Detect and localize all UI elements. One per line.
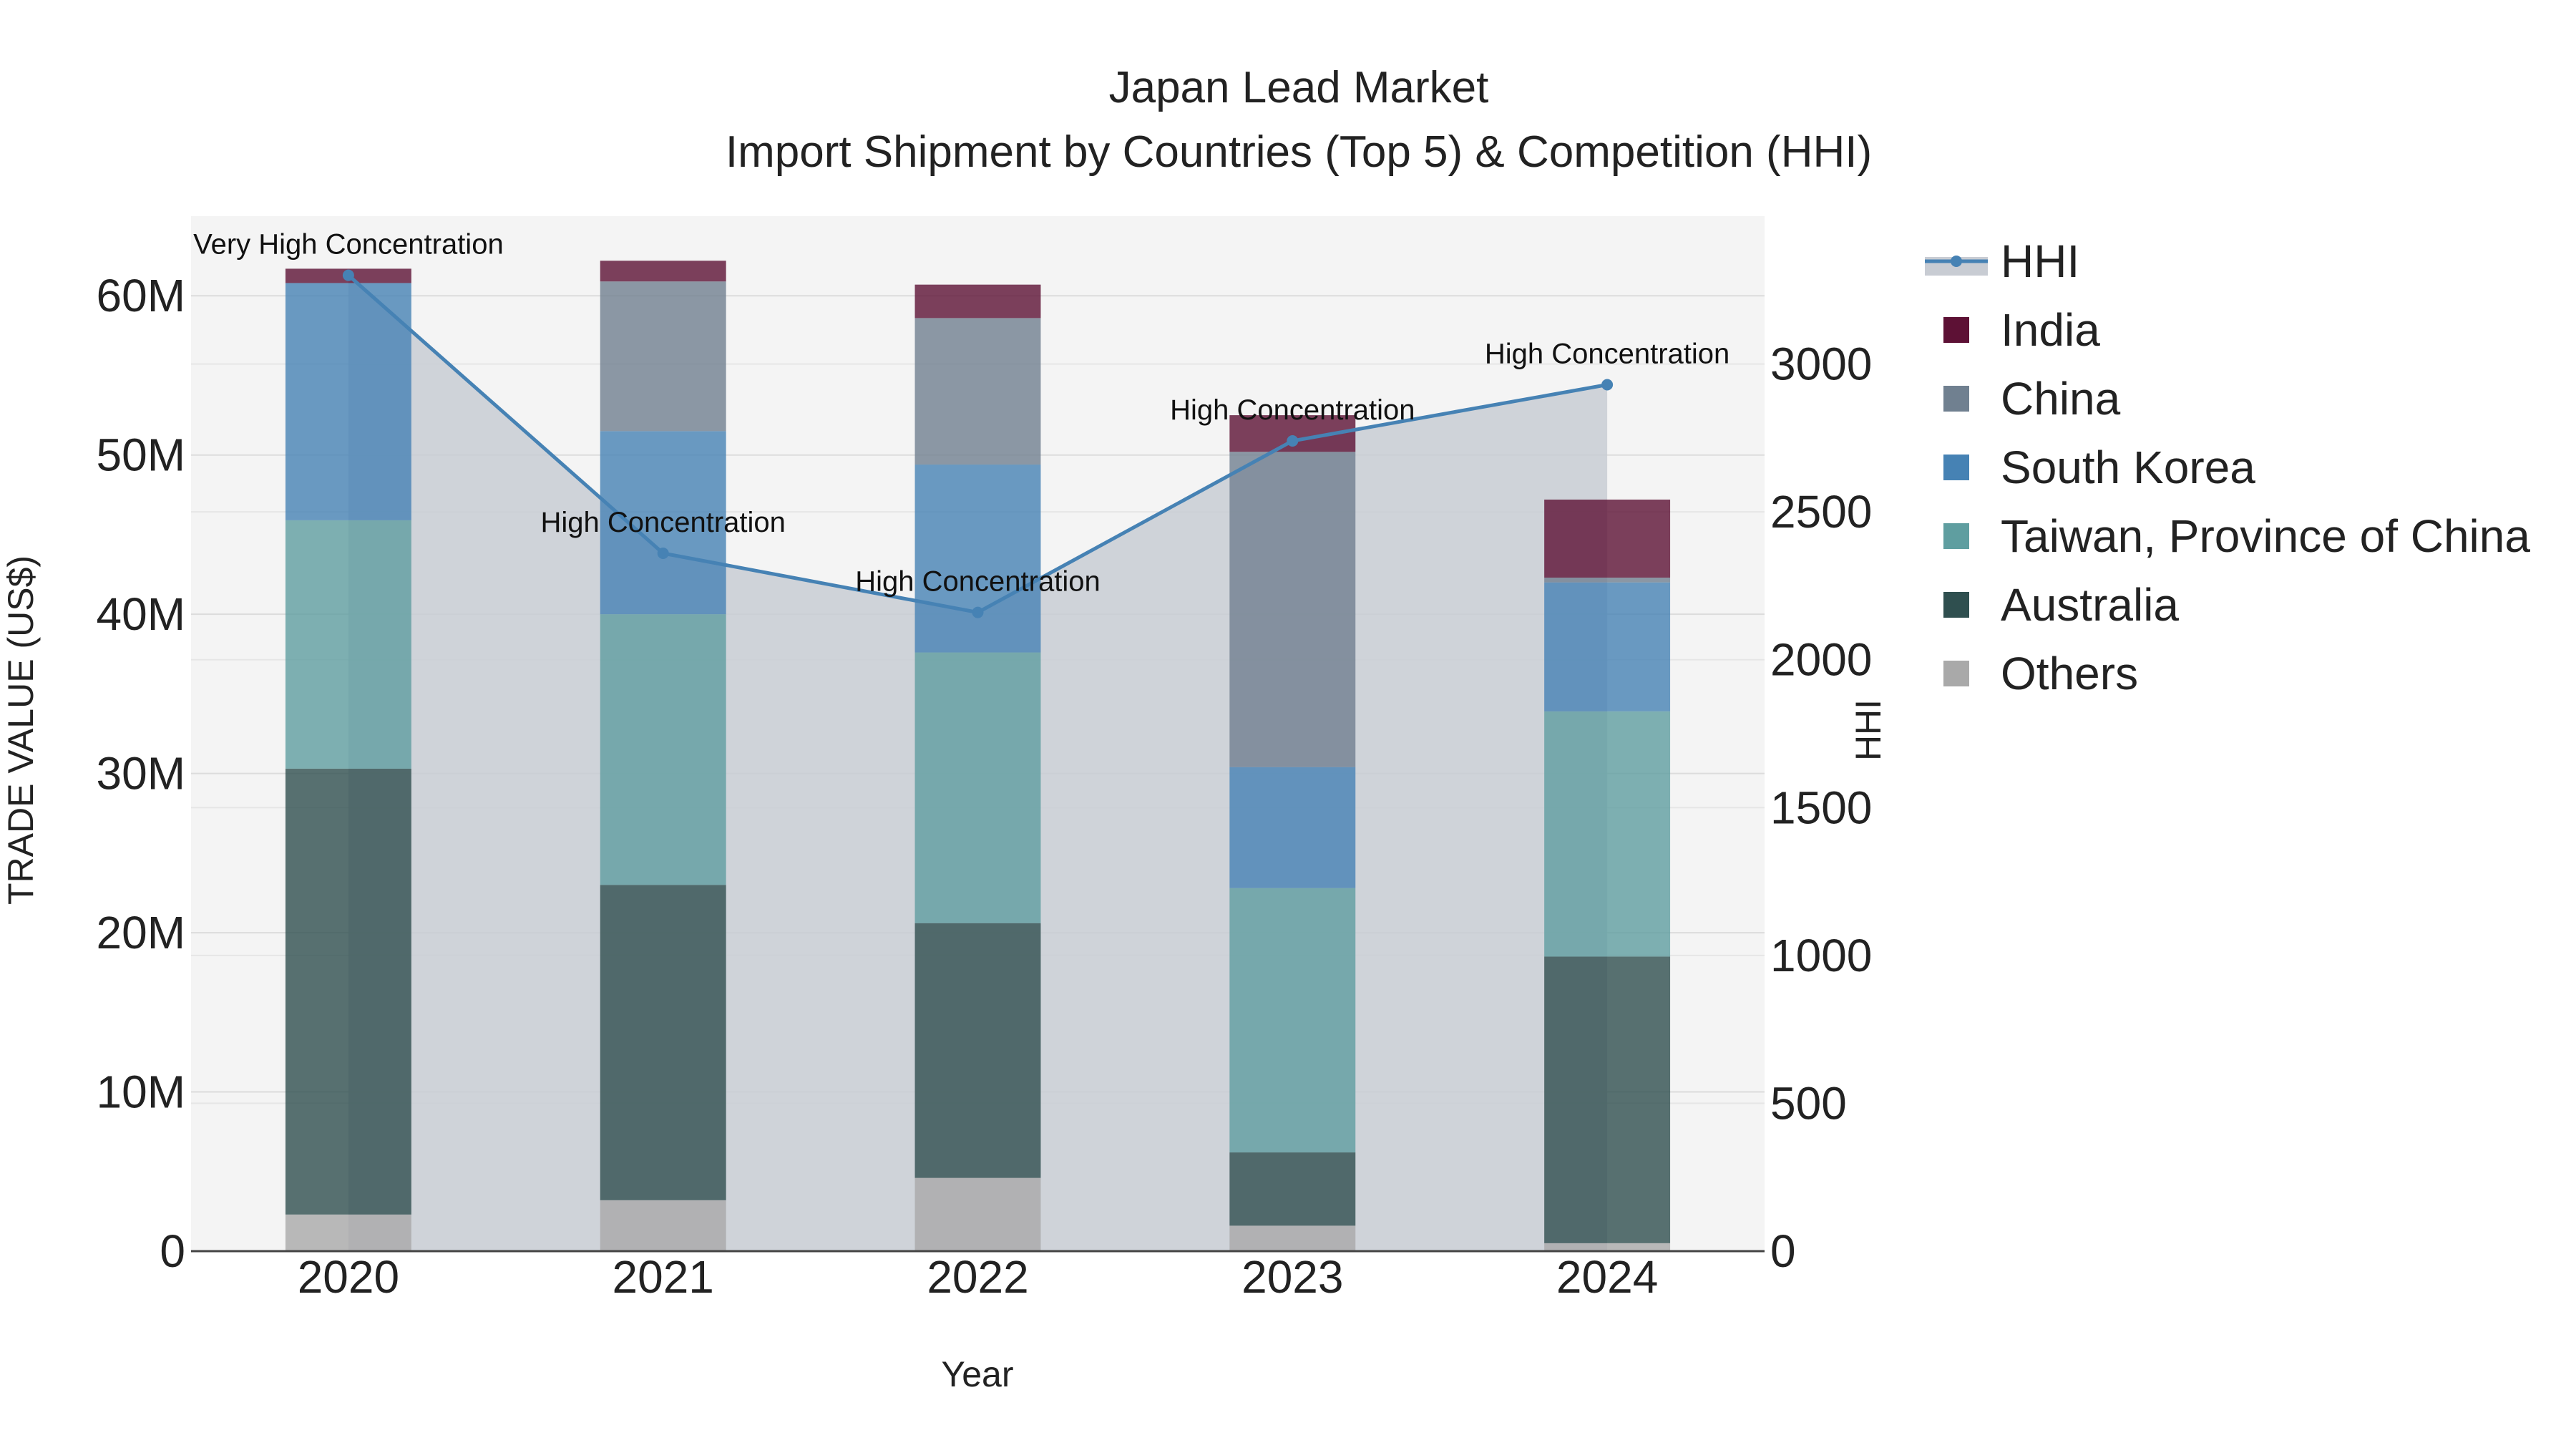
axes-layer: 0 10M 20M 30M 40M 50M 60M 0 500 1000 1500 2000 2500 3…	[97, 270, 1873, 1303]
bar-others-2022[interactable]	[914, 1177, 1041, 1251]
y-tick-label: 20M	[97, 907, 186, 958]
y-axis-title: TRADE VALUE (US$)	[1, 555, 41, 905]
legend-swatch	[1943, 592, 1969, 618]
chart-title: Japan Lead Market	[1109, 63, 1489, 112]
bar-others-2023[interactable]	[1229, 1225, 1356, 1251]
bar-china-2022[interactable]	[914, 318, 1041, 465]
bar-australia-2020[interactable]	[285, 768, 411, 1215]
x-tick-label: 2023	[1241, 1251, 1343, 1303]
bar-taiwan-province-of-china-2022[interactable]	[914, 652, 1041, 923]
legend-swatch	[1943, 661, 1969, 686]
hhi-point-2020[interactable]	[342, 269, 354, 281]
bar-south-korea-2021[interactable]	[600, 431, 726, 615]
hhi-point-2021[interactable]	[657, 547, 669, 559]
bar-south-korea-2023[interactable]	[1229, 767, 1356, 888]
bar-taiwan-province-of-china-2020[interactable]	[285, 520, 411, 769]
legend-swatch-marker	[1951, 256, 1962, 267]
bar-australia-2023[interactable]	[1229, 1152, 1356, 1226]
y2-tick-label: 2000	[1770, 634, 1872, 686]
legend-item-others[interactable]: Others	[1943, 648, 2138, 699]
y2-tick-label: 0	[1770, 1225, 1796, 1277]
hhi-point-2024[interactable]	[1601, 379, 1614, 391]
hhi-line-layer: Very High Concentration High Concentratio…	[193, 229, 1729, 618]
bar-others-2020[interactable]	[285, 1214, 411, 1251]
legend-item-south-korea[interactable]: South Korea	[1943, 442, 2255, 493]
legend-label: South Korea	[2001, 442, 2255, 493]
legend-label: Australia	[2001, 579, 2179, 631]
bar-others-2021[interactable]	[600, 1200, 726, 1251]
y-tick-label: 0	[160, 1225, 185, 1277]
legend-label: Taiwan, Province of China	[2001, 510, 2530, 562]
y-tick-label: 60M	[97, 270, 186, 321]
legend-swatch	[1943, 386, 1969, 412]
bar-taiwan-province-of-china-2021[interactable]	[600, 614, 726, 885]
bar-china-2023[interactable]	[1229, 452, 1356, 767]
bar-south-korea-2024[interactable]	[1544, 582, 1671, 711]
y-tick-label: 10M	[97, 1066, 186, 1118]
x-tick-label: 2021	[613, 1251, 714, 1303]
x-tick-label: 2022	[927, 1251, 1028, 1303]
hhi-label-2024: High Concentration	[1485, 338, 1729, 369]
bar-australia-2022[interactable]	[914, 923, 1041, 1178]
bar-china-2021[interactable]	[600, 281, 726, 432]
bar-india-2024[interactable]	[1544, 499, 1671, 578]
legend: HHI India China South Korea Taiwan, Province…	[1925, 235, 2530, 699]
legend-label: Others	[2001, 648, 2138, 699]
hhi-label-2020: Very High Concentration	[193, 229, 504, 261]
x-axis-title: Year	[941, 1354, 1013, 1394]
legend-label: HHI	[2001, 235, 2079, 287]
bar-others-2024[interactable]	[1544, 1243, 1671, 1251]
hhi-label-2021: High Concentration	[540, 507, 785, 538]
bars-layer	[285, 261, 1671, 1251]
legend-item-hhi[interactable]: HHI	[1925, 235, 2079, 287]
y2-tick-label: 2500	[1770, 486, 1872, 538]
hhi-label-2023: High Concentration	[1170, 394, 1415, 426]
legend-item-china[interactable]: China	[1943, 373, 2121, 424]
hhi-point-2022[interactable]	[972, 606, 984, 618]
bar-australia-2021[interactable]	[600, 885, 726, 1200]
bar-south-korea-2022[interactable]	[914, 465, 1041, 653]
legend-item-taiwan-province-of-china[interactable]: Taiwan, Province of China	[1943, 510, 2530, 562]
y2-tick-label: 3000	[1770, 339, 1872, 390]
y2-tick-label: 1000	[1770, 930, 1872, 981]
y2-tick-label: 500	[1770, 1077, 1847, 1129]
y-tick-label: 50M	[97, 429, 186, 481]
legend-swatch	[1943, 317, 1969, 343]
y2-tick-label: 1500	[1770, 782, 1872, 833]
y-tick-label: 30M	[97, 748, 186, 800]
bar-india-2022[interactable]	[914, 284, 1041, 319]
legend-swatch	[1943, 523, 1969, 549]
bar-taiwan-province-of-china-2023[interactable]	[1229, 888, 1356, 1153]
legend-label: China	[2001, 373, 2121, 424]
x-tick-label: 2020	[298, 1251, 399, 1303]
bar-india-2021[interactable]	[600, 261, 726, 282]
hhi-label-2022: High Concentration	[855, 566, 1100, 598]
legend-item-australia[interactable]: Australia	[1943, 579, 2179, 631]
bar-china-2024[interactable]	[1544, 577, 1671, 583]
x-tick-label: 2024	[1556, 1251, 1658, 1303]
bar-taiwan-province-of-china-2024[interactable]	[1544, 711, 1671, 957]
legend-item-india[interactable]: India	[1943, 304, 2100, 356]
bar-australia-2024[interactable]	[1544, 956, 1671, 1243]
y-tick-label: 40M	[97, 588, 186, 640]
legend-swatch	[1943, 455, 1969, 480]
bar-south-korea-2020[interactable]	[285, 283, 411, 520]
legend-label: India	[2001, 304, 2100, 356]
hhi-point-2023[interactable]	[1287, 434, 1299, 447]
chart-subtitle: Import Shipment by Countries (Top 5) & C…	[726, 127, 1872, 177]
y2-axis-title: HHI	[1848, 699, 1888, 761]
